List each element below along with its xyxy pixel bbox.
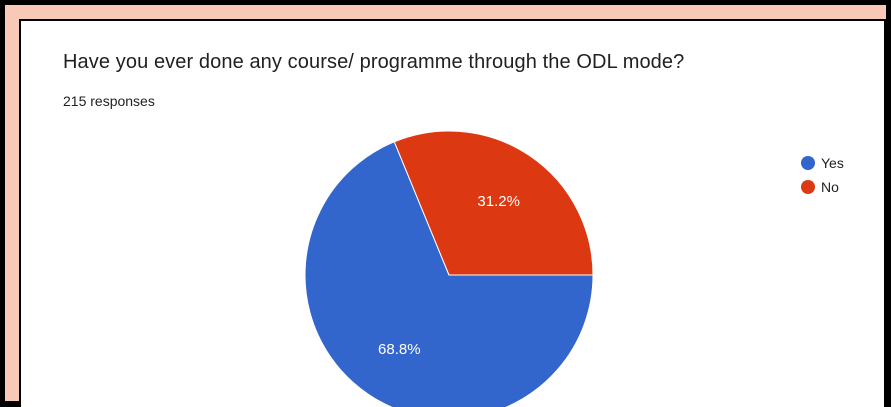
chart-card: Have you ever done any course/ programme…: [19, 19, 886, 407]
legend-swatch-no: [801, 180, 815, 194]
legend-label-yes: Yes: [821, 155, 844, 171]
slice-label-yes: 68.8%: [378, 341, 421, 358]
response-count: 215 responses: [63, 93, 155, 109]
pie-chart: 68.8% 31.2% Yes No: [304, 130, 844, 407]
chart-legend: Yes No: [801, 155, 844, 195]
slice-label-no: 31.2%: [477, 193, 520, 210]
pie-slice-no[interactable]: [393, 130, 594, 276]
pie-slices: [304, 130, 594, 407]
pie-labels: 68.8% 31.2%: [378, 193, 520, 358]
legend-swatch-yes: [801, 156, 815, 170]
legend-label-no: No: [821, 179, 839, 195]
question-title: Have you ever done any course/ programme…: [63, 51, 685, 73]
pie-slice-yes[interactable]: [304, 141, 594, 407]
